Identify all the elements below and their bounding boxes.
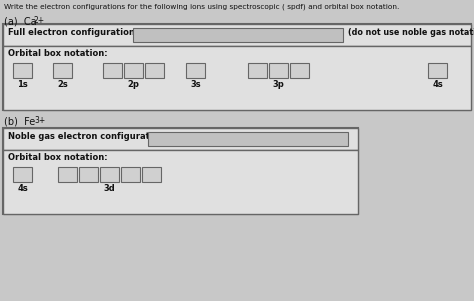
Text: 3d: 3d xyxy=(104,184,115,193)
Bar xyxy=(145,63,164,78)
Text: 1s: 1s xyxy=(17,80,28,89)
Text: Noble gas electron configuration =: Noble gas electron configuration = xyxy=(8,132,174,141)
Text: Full electron configuration =: Full electron configuration = xyxy=(8,28,145,37)
Bar xyxy=(133,28,343,42)
Text: 3p: 3p xyxy=(273,80,284,89)
Text: 4s: 4s xyxy=(432,80,443,89)
Bar xyxy=(3,24,471,46)
Bar xyxy=(100,167,119,182)
Bar xyxy=(13,63,32,78)
Text: 3s: 3s xyxy=(190,80,201,89)
Bar xyxy=(148,132,348,146)
Text: Orbital box notation:: Orbital box notation: xyxy=(8,49,108,58)
Bar xyxy=(79,167,98,182)
Bar xyxy=(428,63,447,78)
Bar xyxy=(3,46,471,110)
Bar xyxy=(13,167,32,182)
Text: (a)  Ca: (a) Ca xyxy=(4,16,36,26)
Text: (do not use noble gas notation): (do not use noble gas notation) xyxy=(348,28,474,37)
Bar xyxy=(248,63,267,78)
Bar xyxy=(121,167,140,182)
Text: Write the electron configurations for the following ions using spectroscopic ( s: Write the electron configurations for th… xyxy=(4,4,400,11)
Text: 2p: 2p xyxy=(128,80,139,89)
Text: (b)  Fe: (b) Fe xyxy=(4,116,35,126)
Bar xyxy=(269,63,288,78)
Bar xyxy=(53,63,72,78)
Bar xyxy=(3,128,358,150)
Text: 2s: 2s xyxy=(57,80,68,89)
Bar xyxy=(103,63,122,78)
Text: Orbital box notation:: Orbital box notation: xyxy=(8,153,108,162)
Bar xyxy=(3,150,358,214)
Text: 2+: 2+ xyxy=(34,16,45,25)
Bar xyxy=(3,24,471,110)
Bar xyxy=(124,63,143,78)
Bar xyxy=(142,167,161,182)
Text: 3+: 3+ xyxy=(34,116,45,125)
Bar xyxy=(58,167,77,182)
Text: 4s: 4s xyxy=(17,184,28,193)
Bar xyxy=(3,128,358,214)
Bar xyxy=(290,63,309,78)
Bar xyxy=(186,63,205,78)
